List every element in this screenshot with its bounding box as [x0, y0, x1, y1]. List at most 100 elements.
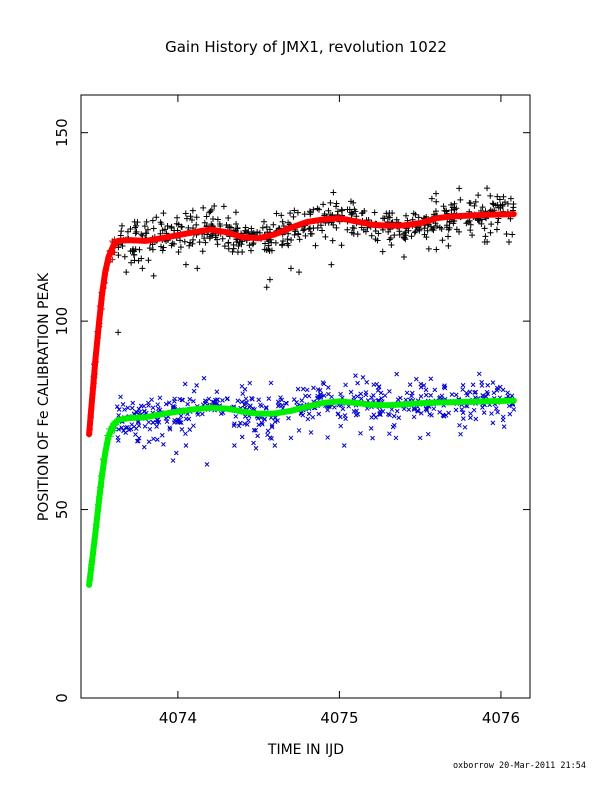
- plus-point: [319, 227, 326, 234]
- plus-point: [229, 248, 236, 255]
- y-tick-label: 150: [53, 118, 71, 147]
- plus-point: [322, 233, 329, 240]
- plus-point: [131, 218, 138, 225]
- cross-point: [220, 398, 225, 403]
- cross-point: [304, 387, 310, 393]
- plus-point: [246, 242, 253, 249]
- plus-point: [469, 232, 476, 239]
- plus-point: [149, 246, 156, 253]
- cross-point: [204, 461, 210, 467]
- plus-point: [433, 246, 440, 253]
- x-tick-label: 4076: [482, 709, 520, 727]
- cross-point: [247, 404, 252, 410]
- cross-point: [397, 395, 403, 401]
- cross-point: [368, 426, 374, 431]
- plus-point: [164, 223, 171, 230]
- plus-point: [440, 203, 447, 210]
- plus-point: [478, 220, 485, 227]
- plus-point: [421, 225, 428, 232]
- plus-point: [312, 242, 319, 249]
- plus-point: [433, 190, 440, 197]
- cross-point: [130, 400, 136, 406]
- cross-point: [491, 390, 497, 396]
- plus-point: [168, 223, 175, 230]
- cross-point: [317, 395, 322, 400]
- plus-point: [445, 233, 452, 240]
- plus-point: [174, 214, 181, 221]
- y-tick-label: 50: [53, 500, 71, 519]
- plus-point: [187, 213, 194, 220]
- cross-point: [310, 414, 316, 420]
- cross-point: [485, 391, 491, 397]
- cross-point: [272, 419, 278, 425]
- cross-point: [202, 398, 208, 404]
- plus-point: [261, 218, 268, 225]
- plus-point: [262, 240, 269, 247]
- cross-point: [468, 411, 473, 416]
- plus-point: [201, 235, 208, 242]
- cross-point: [154, 424, 160, 429]
- cross-point: [473, 389, 479, 395]
- plus-point: [496, 196, 503, 203]
- cross-point: [157, 395, 163, 401]
- plus-point: [443, 224, 450, 231]
- plus-point: [456, 185, 463, 192]
- cross-point: [275, 418, 280, 424]
- cross-point: [382, 393, 388, 398]
- plus-point: [138, 255, 145, 262]
- cross-point: [251, 440, 256, 446]
- plus-point: [372, 236, 379, 243]
- cross-point: [305, 416, 311, 422]
- cross-point: [353, 373, 358, 378]
- plus-point: [280, 237, 287, 244]
- cross-point: [275, 403, 281, 409]
- plus-point: [300, 227, 307, 234]
- cross-point: [418, 394, 424, 399]
- plus-point: [115, 244, 122, 251]
- plus-point: [349, 210, 356, 217]
- cross-point: [115, 435, 121, 440]
- cross-point: [423, 406, 429, 412]
- plus-point: [487, 192, 494, 199]
- plus-point: [333, 203, 340, 210]
- cross-point: [159, 432, 165, 438]
- plus-point: [387, 234, 394, 241]
- y-axis-label: POSITION OF Fe CALIBRATION PEAK: [36, 272, 52, 521]
- cross-point: [411, 406, 417, 411]
- plus-point: [193, 214, 200, 221]
- plus-point: [506, 238, 513, 245]
- plus-point: [181, 238, 188, 245]
- plus-point: [123, 269, 130, 276]
- plus-point: [494, 193, 501, 200]
- cross-point: [149, 397, 154, 403]
- cross-point: [206, 396, 212, 402]
- plus-point: [307, 225, 314, 232]
- plus-point: [233, 239, 240, 246]
- plus-point: [439, 237, 446, 244]
- cross-point: [173, 450, 179, 456]
- lower-fit-line: [86, 397, 517, 588]
- cross-point: [133, 409, 139, 415]
- cross-point: [363, 390, 369, 395]
- plus-point: [145, 257, 152, 264]
- plus-point: [396, 228, 403, 235]
- cross-point: [511, 407, 517, 412]
- cross-point: [387, 412, 392, 418]
- cross-point: [460, 410, 466, 416]
- plus-point: [448, 207, 455, 214]
- cross-point: [166, 400, 172, 406]
- plus-point: [132, 230, 139, 237]
- cross-point: [306, 411, 312, 417]
- plus-point: [494, 219, 501, 226]
- plus-point: [232, 209, 239, 216]
- cross-point: [421, 383, 427, 388]
- cross-point: [315, 387, 321, 392]
- cross-point: [129, 422, 135, 427]
- cross-point: [425, 431, 431, 437]
- plus-point: [285, 219, 292, 226]
- cross-point: [240, 391, 246, 397]
- cross-point: [156, 419, 162, 425]
- cross-point: [311, 385, 316, 391]
- cross-point: [191, 398, 196, 404]
- plus-point: [383, 210, 390, 217]
